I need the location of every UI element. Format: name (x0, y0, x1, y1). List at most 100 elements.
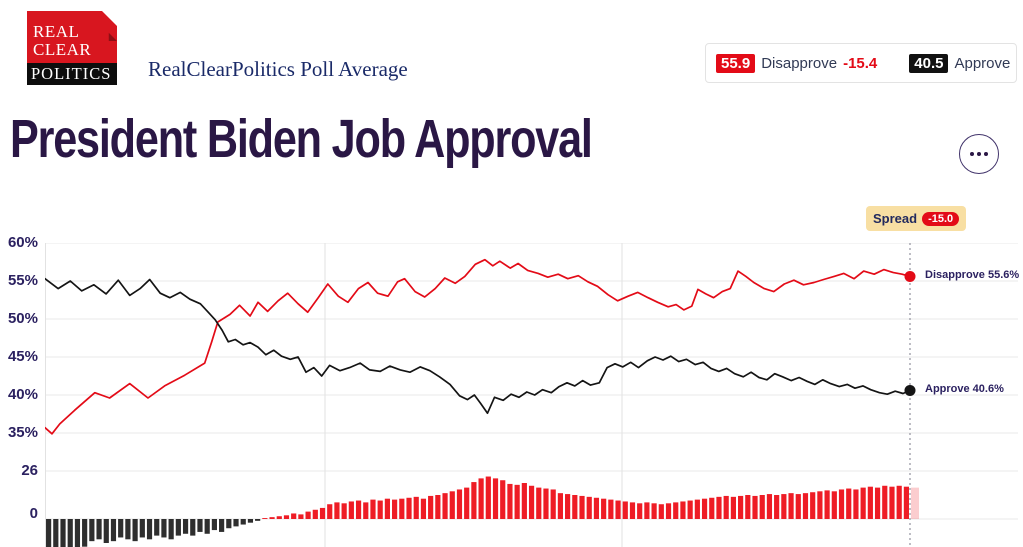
spread-bar (831, 491, 837, 519)
spread-badge: Spread -15.0 (866, 206, 967, 231)
spread-bar (312, 509, 318, 519)
spread-bar (190, 519, 196, 536)
spread-bar (204, 519, 210, 534)
spread-bar (629, 502, 636, 519)
spread-bar (456, 489, 463, 519)
spread-bar (810, 492, 816, 519)
spread-bar (565, 494, 571, 519)
spread-bar (103, 519, 109, 543)
spread-bar (449, 491, 455, 519)
spread-bar (608, 499, 614, 519)
spread-bar (276, 516, 282, 519)
spread-bar (46, 519, 52, 547)
y-tick-label: 55% (7, 272, 38, 289)
more-options-button[interactable] (959, 134, 999, 174)
spread-bar (658, 504, 664, 519)
spread-bar (341, 503, 347, 519)
spread-bar (903, 486, 909, 519)
spread-bar (572, 495, 578, 519)
spread-bar (593, 497, 600, 519)
rcp-logo-red-panel: REAL CLEAR (27, 11, 117, 63)
spread-bar (334, 502, 340, 519)
spread-bar (774, 495, 780, 519)
spread-bar (723, 495, 729, 519)
spread-bar (255, 519, 261, 521)
spread-bar (154, 519, 160, 536)
spread-bar (305, 511, 311, 519)
approve-value-badge: 40.5 (909, 53, 949, 73)
spread-bar (528, 485, 535, 519)
spread-bar (182, 519, 189, 534)
disapprove-value-badge: 55.9 (716, 53, 756, 73)
spread-bar (637, 503, 643, 519)
spread-bar (521, 483, 527, 519)
spread-bar (370, 499, 376, 519)
spread-bar (435, 495, 441, 519)
disapprove-end-label: Disapprove 55.6% (925, 269, 1020, 282)
spread-bar (363, 502, 369, 519)
spread-bar (319, 507, 326, 519)
spread-bar (665, 503, 672, 519)
rcp-logo[interactable]: REAL CLEAR POLITICS (27, 11, 117, 85)
spread-bar (233, 519, 239, 527)
spread-bar (730, 496, 736, 519)
spread-bar (168, 519, 174, 540)
spread-bar (60, 519, 66, 547)
spread-bar (110, 519, 117, 542)
spread-bar (53, 519, 59, 547)
spread-bar (197, 519, 203, 532)
spread-bar (96, 519, 102, 540)
spread-bar (74, 519, 81, 547)
spread-bar (644, 502, 650, 519)
spread-bar (384, 498, 390, 519)
spread-bar (82, 519, 88, 547)
spread-bar (125, 519, 131, 540)
spread-bar (420, 498, 427, 519)
spread-bar (507, 483, 513, 519)
spread-bar (392, 499, 398, 519)
approve-label: Approve (954, 54, 1011, 72)
spread-bar (283, 515, 290, 519)
spread-bar (896, 485, 902, 519)
spread-bar (673, 502, 679, 519)
spread-bar (838, 489, 845, 519)
spread-bar (413, 496, 419, 519)
spread-bar (817, 491, 823, 519)
spread-bar (781, 494, 787, 519)
page-fold-shadow (108, 25, 117, 41)
spread-bar (557, 493, 563, 519)
spread-bar (161, 519, 167, 538)
spread-bar (853, 489, 859, 519)
spread-bar (240, 519, 246, 525)
y-tick-label: 50% (7, 310, 38, 327)
approve-end-dot (904, 384, 916, 396)
spread-bar (226, 519, 232, 529)
spread-bar (738, 495, 744, 519)
spread-bar (752, 495, 758, 519)
approval-chart-svg[interactable] (44, 242, 1018, 547)
spread-bar (377, 500, 383, 519)
spread-bar (211, 519, 217, 531)
y-tick-label: 26 (21, 462, 38, 479)
spread-bar (615, 500, 621, 519)
spread-bar (399, 498, 405, 519)
y-tick-label: 35% (7, 424, 38, 441)
disapprove-spread-value: -15.4 (843, 54, 878, 72)
spread-bar (860, 487, 866, 519)
spread-bar (536, 487, 542, 519)
spread-bar (766, 494, 773, 519)
spread-bar (514, 484, 520, 519)
spread-bar (701, 498, 708, 519)
approval-chart-plot[interactable] (44, 242, 1018, 547)
spread-bar (262, 518, 268, 519)
spread-bar (139, 519, 145, 538)
spread-badge-value: -15.0 (922, 211, 960, 226)
spread-bar (601, 498, 607, 519)
spread-bar (132, 519, 138, 542)
spread-bar (348, 501, 354, 519)
spread-bar (745, 495, 751, 519)
spread-bar (355, 500, 362, 519)
spread-badge-label: Spread (873, 211, 918, 226)
spread-bar (579, 495, 585, 519)
